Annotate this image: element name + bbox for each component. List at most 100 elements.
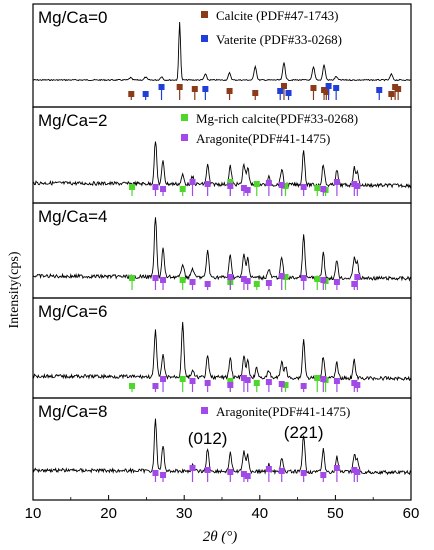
panel-label: Mg/Ca=0 xyxy=(38,8,107,27)
peak-annotation: (221) xyxy=(284,423,324,442)
reference-marker-square xyxy=(227,274,234,280)
reference-marker-square xyxy=(253,380,260,386)
reference-marker-square xyxy=(189,465,196,471)
reference-marker-square xyxy=(300,184,307,190)
legend-swatch xyxy=(201,407,208,414)
x-tick-label: 30 xyxy=(176,505,193,522)
reference-marker-square xyxy=(240,276,247,282)
panel-label: Mg/Ca=6 xyxy=(38,302,107,321)
reference-marker-square xyxy=(265,379,272,385)
reference-marker-square xyxy=(285,90,292,96)
reference-marker-square xyxy=(160,376,167,382)
reference-marker-square xyxy=(129,383,136,389)
legend-entry: Aragonite(PDF#41-1475) xyxy=(196,131,330,146)
reference-marker-square xyxy=(282,183,289,189)
reference-marker-square xyxy=(265,466,272,472)
reference-marker-square xyxy=(204,181,211,187)
legend-swatch xyxy=(201,11,208,18)
reference-marker-square xyxy=(314,375,321,381)
reference-marker-square xyxy=(204,380,211,386)
xrd-pattern-line xyxy=(32,217,412,282)
reference-marker-square xyxy=(351,181,358,187)
reference-marker-square xyxy=(333,279,340,285)
reference-marker-square xyxy=(325,83,332,89)
reference-marker-square xyxy=(351,380,358,386)
reference-marker-square xyxy=(320,186,327,192)
reference-marker-square xyxy=(351,281,358,287)
reference-marker-square xyxy=(376,87,383,93)
legend-entry: Calcite (PDF#47-1743) xyxy=(216,8,338,23)
reference-marker-square xyxy=(280,83,287,89)
reference-marker-square xyxy=(300,275,307,281)
reference-marker-square xyxy=(227,469,234,475)
panel-4: Mg/Ca=6 xyxy=(32,297,412,399)
reference-marker-square xyxy=(179,376,186,382)
reference-marker-square xyxy=(351,467,358,473)
reference-marker-square xyxy=(227,179,234,185)
xrd-pattern-line xyxy=(32,21,412,82)
reference-marker-square xyxy=(227,378,234,384)
reference-marker-square xyxy=(282,274,289,280)
x-tick-label: 40 xyxy=(251,505,268,522)
panel-label: Mg/Ca=4 xyxy=(38,207,107,226)
reference-marker-square xyxy=(152,383,159,389)
reference-marker-square xyxy=(152,184,159,190)
reference-marker-square xyxy=(202,86,209,92)
reference-marker-square xyxy=(244,187,251,193)
panel-3: Mg/Ca=4 xyxy=(32,202,412,299)
reference-marker-square xyxy=(354,274,361,280)
reference-marker-square xyxy=(252,90,259,96)
panel-label: Mg/Ca=2 xyxy=(38,111,107,130)
reference-marker-square xyxy=(226,88,233,94)
reference-marker-square xyxy=(323,89,330,95)
reference-marker-square xyxy=(333,378,340,384)
reference-marker-square xyxy=(278,182,285,188)
reference-marker-square xyxy=(265,180,272,186)
reference-marker-square xyxy=(189,378,196,384)
reference-marker-square xyxy=(320,472,327,478)
legend-entry: Mg-rich calcite(PDF#33-0268) xyxy=(196,111,358,126)
panel-1: Mg/Ca=0 Calcite (PDF#47-1743) Vaterite (PD… xyxy=(32,3,412,108)
reference-marker-square xyxy=(227,382,234,388)
reference-marker-square xyxy=(176,84,183,90)
x-tick-label: 20 xyxy=(100,505,117,522)
legend-entry: Vaterite (PDF#33-0268) xyxy=(216,32,342,47)
reference-marker-square xyxy=(278,468,285,474)
reference-marker-square xyxy=(277,88,284,94)
reference-marker-square xyxy=(320,376,327,382)
reference-marker-square xyxy=(388,91,395,97)
reference-marker-square xyxy=(265,280,272,286)
reference-marker-square xyxy=(300,383,307,389)
panel-label: Mg/Ca=8 xyxy=(38,402,107,421)
reference-marker-square xyxy=(152,275,159,281)
reference-marker-square xyxy=(244,377,251,383)
reference-marker-square xyxy=(179,186,186,192)
reference-marker-square xyxy=(152,470,159,476)
x-tick-label: 50 xyxy=(327,505,344,522)
reference-marker-square xyxy=(204,281,211,287)
reference-marker-square xyxy=(333,465,340,471)
reference-marker-square xyxy=(204,467,211,473)
reference-marker-square xyxy=(179,277,186,283)
x-axis: 10 20 30 40 50 60 xyxy=(25,495,420,522)
xrd-panels: Mg/Ca=0 Calcite (PDF#47-1743) Vaterite (PD… xyxy=(32,3,412,501)
x-tick-label: 60 xyxy=(403,505,420,522)
reference-marker-square xyxy=(129,184,136,190)
xrd-pattern-line xyxy=(32,418,412,476)
reference-marker-square xyxy=(354,183,361,189)
reference-marker-square xyxy=(314,276,321,282)
reference-marker-square xyxy=(354,382,361,388)
reference-marker-square xyxy=(240,185,247,191)
reference-marker-square xyxy=(158,84,165,90)
y-axis-label: Intensity(cps) xyxy=(7,251,22,328)
panel-2: Mg/Ca=2 Mg-rich calcite(PDF#33-0268) Arago… xyxy=(32,106,412,204)
reference-marker-square xyxy=(160,186,167,192)
reference-marker-square xyxy=(142,91,149,97)
xrd-pattern-line xyxy=(32,321,412,382)
reference-marker-square xyxy=(320,277,327,283)
reference-marker-square xyxy=(395,86,402,92)
reference-marker-square xyxy=(300,470,307,476)
reference-marker-square xyxy=(314,185,321,191)
peak-annotation: (012) xyxy=(188,429,228,448)
